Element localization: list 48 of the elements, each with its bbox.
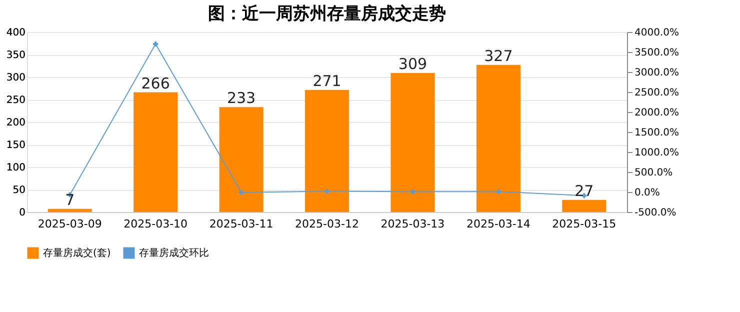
y-tick-label: 100 xyxy=(6,162,26,174)
legend-label: 存量房成交环比 xyxy=(139,247,209,259)
x-tick-label: 2025-03-14 xyxy=(466,218,530,230)
y-tick-label: 300 xyxy=(6,72,26,84)
y2-tick-label: 0.0% xyxy=(634,188,660,198)
bar xyxy=(390,72,435,212)
y2-tick-label: 3000.0% xyxy=(634,68,679,78)
bar xyxy=(305,90,349,212)
data-label: 309 xyxy=(398,54,428,73)
point xyxy=(410,189,416,194)
y-tick-label: 400 xyxy=(6,28,26,38)
y2-tick-label: 2000.0% xyxy=(634,108,679,118)
data-label: 266 xyxy=(141,74,170,92)
point xyxy=(324,188,330,194)
data-label: 271 xyxy=(312,72,342,90)
y-tick-label: 150 xyxy=(6,140,26,151)
y2-tick-label: -500.0% xyxy=(634,208,676,218)
x-tick-label: 2025-03-13 xyxy=(380,218,445,230)
y-tick-label: 0 xyxy=(19,208,26,218)
x-tick-label: 2025-03-11 xyxy=(209,218,274,230)
point xyxy=(153,42,158,46)
legend-label: 存量房成交(套) xyxy=(43,247,111,259)
x-tick-label: 2025-03-15 xyxy=(552,218,616,230)
y-tick-label: 200 xyxy=(6,118,26,128)
y2-tick-label: 3500.0% xyxy=(634,48,679,58)
bar xyxy=(219,107,264,212)
data-label: 27 xyxy=(574,182,594,200)
bar xyxy=(476,64,520,212)
y2-tick-label: 500.0% xyxy=(634,168,673,178)
chart-title: 图：近一周苏州存量房成交走势 xyxy=(208,4,446,24)
y2-tick-label: 1500.0% xyxy=(634,128,679,138)
bar xyxy=(134,92,178,212)
y2-tick-label: 1000.0% xyxy=(634,148,679,158)
y2-tick-label: 2500.0% xyxy=(634,88,679,98)
x-tick-label: 2025-03-09 xyxy=(38,218,102,230)
data-label: 327 xyxy=(484,46,513,65)
bar xyxy=(48,208,92,212)
bar xyxy=(562,200,606,212)
y-tick-label: 350 xyxy=(6,50,26,61)
data-label: 233 xyxy=(226,89,256,108)
x-tick-label: 2025-03-12 xyxy=(295,218,359,230)
x-tick-label: 2025-03-10 xyxy=(124,218,188,230)
y-tick-label: 250 xyxy=(6,95,26,106)
point xyxy=(238,190,244,195)
point xyxy=(496,189,501,194)
y-tick-label: 50 xyxy=(12,185,26,196)
y2-tick-label: 4000.0% xyxy=(634,28,679,38)
data-label: 7 xyxy=(65,190,75,209)
